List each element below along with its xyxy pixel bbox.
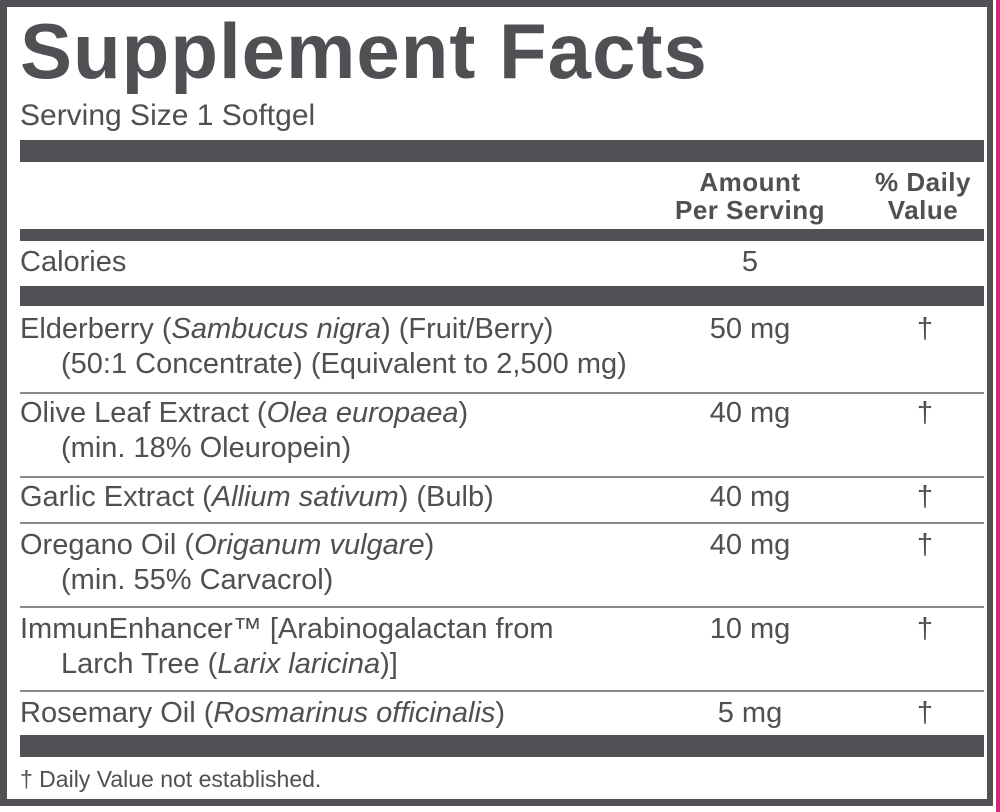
ingredient-line: (min. 18% Oleuropein): [20, 431, 670, 466]
ingredient-amount: 50 mg: [709, 313, 791, 345]
divider-bar: [20, 229, 984, 241]
amount-header: Amount Per Serving: [650, 168, 850, 224]
divider-bar: [20, 286, 984, 306]
ingredient-line: (50:1 Concentrate) (Equivalent to 2,500 …: [20, 347, 670, 382]
latin-name: Origanum vulgare: [194, 529, 425, 561]
daily-value-header: % Daily Value: [860, 168, 986, 224]
ingredient-line: Oregano Oil (Origanum vulgare): [20, 529, 434, 561]
ingredient-daily-value: †: [916, 397, 934, 429]
ingredient-daily-value: †: [916, 529, 934, 561]
latin-name: Larix laricina: [217, 648, 381, 680]
text-segment: )]: [380, 648, 398, 680]
row-divider: [20, 606, 984, 608]
dv-header-line: Value: [887, 195, 959, 225]
calories-amount: 5: [741, 246, 759, 278]
ingredient-name: Rosemary Oil (Rosmarinus officinalis): [20, 696, 670, 731]
panel-title: Supplement Facts: [20, 7, 708, 95]
ingredient-line: Garlic Extract (Allium sativum) (Bulb): [20, 481, 494, 513]
divider-bar: [20, 735, 984, 757]
row-divider: [20, 522, 984, 524]
ingredient-daily-value: †: [916, 481, 934, 513]
ingredient-amount: 10 mg: [709, 613, 791, 645]
ingredient-name: Garlic Extract (Allium sativum) (Bulb): [20, 480, 670, 515]
latin-name: Sambucus nigra: [171, 313, 382, 345]
ingredient-daily-value: †: [916, 313, 934, 345]
ingredient-line: Larch Tree (Larix laricina)]: [20, 647, 670, 682]
ingredient-line: (min. 55% Carvacrol): [20, 563, 670, 598]
text-segment: Oregano Oil (: [20, 529, 195, 561]
calories-label: Calories: [20, 246, 127, 278]
ingredient-amount: 40 mg: [709, 481, 791, 513]
row-divider: [20, 476, 984, 478]
ingredient-daily-value: †: [916, 613, 934, 645]
row-divider: [20, 392, 984, 394]
ingredient-line: Elderberry (Sambucus nigra) (Fruit/Berry…: [20, 313, 553, 345]
footnote: † Daily Value not established.: [20, 766, 322, 792]
latin-name: Olea europaea: [266, 397, 459, 429]
text-segment: ) (Fruit/Berry): [381, 313, 554, 345]
text-segment: Larch Tree (: [61, 648, 218, 680]
divider-bar: [20, 140, 984, 162]
ingredient-name: ImmunEnhancer™ [Arabinogalactan from Larc…: [20, 612, 670, 682]
text-segment: Elderberry (: [20, 313, 172, 345]
text-segment: ): [424, 529, 435, 561]
ingredient-name: Elderberry (Sambucus nigra) (Fruit/Berry…: [20, 312, 670, 382]
text-segment: (min. 55% Carvacrol): [61, 564, 334, 596]
text-segment: ) (Bulb): [398, 481, 494, 513]
text-segment: ImmunEnhancer™ [Arabinogalactan from: [20, 613, 554, 645]
latin-name: Rosmarinus officinalis: [213, 697, 496, 729]
ingredient-daily-value: †: [916, 697, 934, 729]
amount-header-line: Per Serving: [674, 195, 825, 225]
text-segment: (min. 18% Oleuropein): [61, 432, 352, 464]
text-segment: Garlic Extract (: [20, 481, 212, 513]
ingredient-line: Rosemary Oil (Rosmarinus officinalis): [20, 697, 505, 729]
ingredient-name: Olive Leaf Extract (Olea europaea) (min. …: [20, 396, 670, 466]
ingredient-line: ImmunEnhancer™ [Arabinogalactan from: [20, 613, 554, 645]
text-segment: (50:1 Concentrate) (Equivalent to 2,500 …: [61, 348, 627, 380]
text-segment: Olive Leaf Extract (: [20, 397, 267, 429]
latin-name: Allium sativum: [211, 481, 399, 513]
text-segment: ): [458, 397, 469, 429]
ingredient-amount: 40 mg: [709, 397, 791, 429]
dv-header-line: % Daily: [875, 167, 971, 197]
amount-header-line: Amount: [699, 167, 801, 197]
ingredient-amount: 40 mg: [709, 529, 791, 561]
text-segment: ): [495, 697, 506, 729]
ingredient-name: Oregano Oil (Origanum vulgare) (min. 55% …: [20, 528, 670, 598]
text-segment: Rosemary Oil (: [20, 697, 214, 729]
serving-size: Serving Size 1 Softgel: [20, 99, 316, 132]
ingredient-amount: 5 mg: [717, 697, 783, 729]
edge-stripe: [996, 0, 1000, 812]
ingredient-line: Olive Leaf Extract (Olea europaea): [20, 397, 468, 429]
row-divider: [20, 690, 984, 692]
